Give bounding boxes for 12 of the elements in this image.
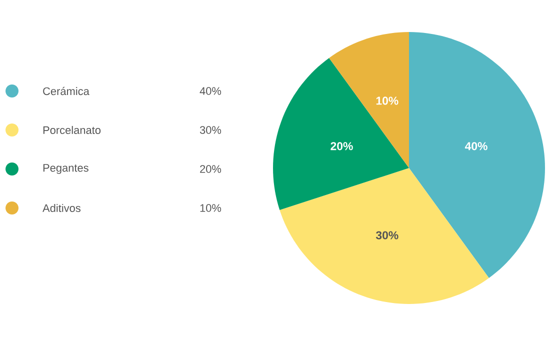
legend-label: Porcelanato [43, 126, 101, 134]
text: 10% [200, 204, 222, 212]
data-label: 40% [464, 142, 488, 150]
legend-label: Aditivos [42, 204, 80, 212]
data-label: 20% [330, 142, 353, 150]
text: 20% [200, 165, 222, 173]
data-label: 30% [376, 231, 398, 240]
text: 30% [200, 126, 222, 134]
legend-label: Cerámica [43, 86, 90, 96]
data-label: 10% [376, 96, 398, 105]
text: 40% [200, 87, 222, 95]
legend-label: Pegantes [43, 164, 88, 174]
